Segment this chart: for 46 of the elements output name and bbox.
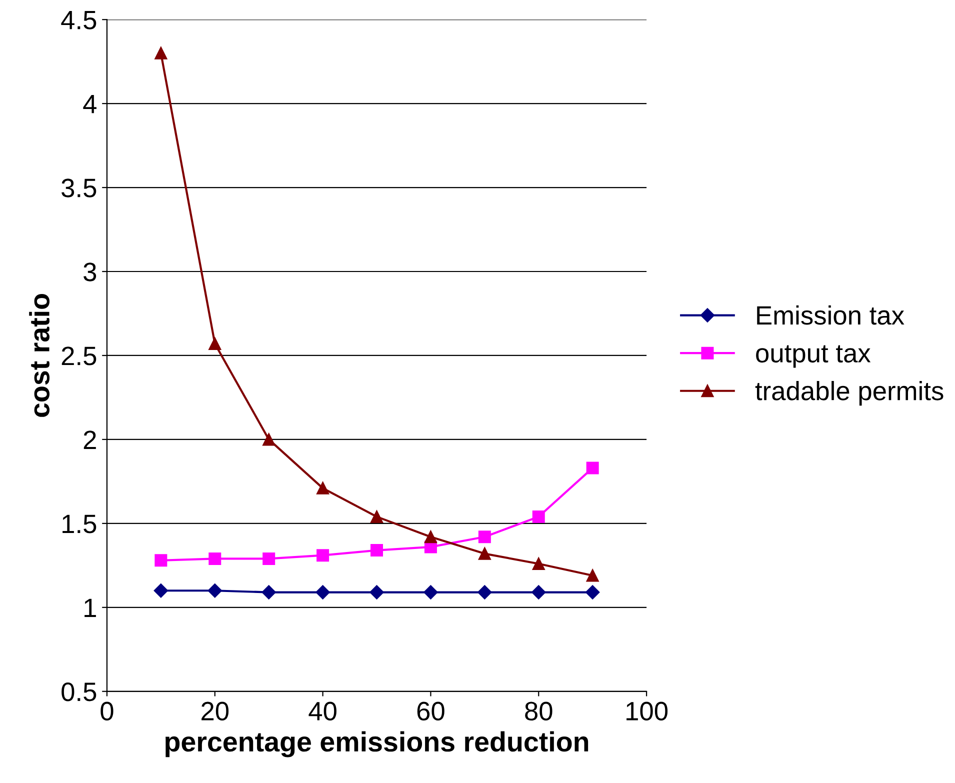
point: [316, 585, 330, 600]
y-tick-label: 2.5: [62, 346, 96, 366]
point: [262, 552, 276, 565]
x-tick-label: 80: [525, 702, 552, 720]
point: [532, 510, 545, 523]
y-tick-label: 4: [83, 94, 96, 114]
point: [586, 569, 599, 582]
point: [262, 585, 276, 600]
point: [532, 557, 545, 570]
point: [208, 584, 222, 598]
point: [424, 585, 438, 600]
point: [154, 554, 168, 567]
x-tick-label: 40: [308, 702, 336, 720]
legend-label: Emission tax: [757, 305, 904, 325]
point: [208, 552, 222, 565]
point: [424, 530, 437, 544]
y-tick-label: 1: [84, 598, 96, 617]
point: [586, 585, 600, 600]
point: [370, 585, 384, 600]
point: [208, 337, 222, 350]
point: [478, 530, 491, 544]
point: [532, 585, 546, 600]
legend-label: output tax: [756, 345, 871, 368]
x-tick-label: 20: [202, 702, 229, 720]
point: [154, 46, 168, 60]
x-tick-label: 0: [100, 702, 114, 720]
y-tick-label: 3.5: [62, 178, 96, 198]
point: [478, 585, 492, 600]
point: [478, 547, 491, 560]
y-tick-label: 2: [84, 430, 96, 450]
point: [316, 482, 330, 494]
x-axis-title: percentage emissions reduction: [166, 731, 588, 758]
point: [262, 433, 276, 446]
point: [154, 584, 168, 598]
point: [316, 549, 330, 562]
point: [370, 544, 383, 557]
x-tick-label: 60: [417, 702, 444, 720]
y-tick-label: 0.5: [62, 682, 96, 702]
x-tick-label: 100: [626, 702, 668, 720]
y-tick-label: 4.5: [61, 10, 96, 30]
point: [586, 462, 599, 474]
y-axis-title: cost ratio: [29, 294, 50, 417]
y-tick-label: 1.5: [62, 514, 96, 534]
y-tick-label: 3: [84, 262, 96, 282]
legend-label: tradable permits: [755, 380, 944, 406]
point: [370, 510, 383, 523]
